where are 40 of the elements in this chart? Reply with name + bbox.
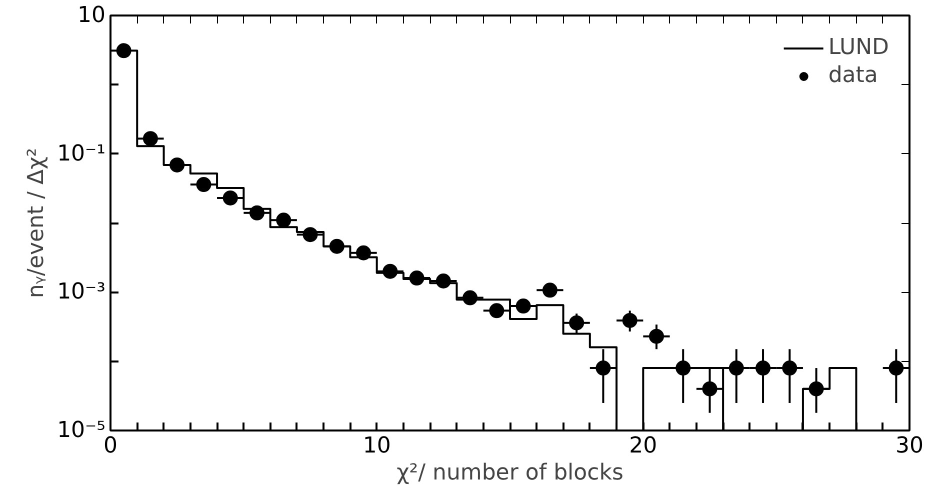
- y-tick-label: 10⁻⁵: [57, 418, 106, 443]
- point: [676, 360, 691, 376]
- legend-label: LUND: [828, 35, 889, 60]
- point: [648, 328, 664, 344]
- point: [249, 205, 264, 220]
- point: [622, 312, 638, 328]
- y-tick-label: 10⁻³: [57, 280, 106, 305]
- point: [516, 298, 531, 314]
- point: [382, 264, 398, 279]
- point: [170, 157, 185, 172]
- point: [116, 43, 132, 58]
- point: [702, 381, 718, 396]
- point: [142, 131, 158, 146]
- point: [196, 177, 212, 192]
- point: [888, 360, 904, 376]
- point: [489, 303, 504, 318]
- point: [356, 245, 372, 260]
- legend-label: data: [828, 63, 878, 88]
- point: [276, 212, 292, 228]
- y-tick-label: 10⁻¹: [57, 141, 106, 166]
- point: [222, 190, 238, 206]
- x-tick-label: 30: [896, 434, 924, 458]
- point: [462, 290, 478, 306]
- point: [596, 360, 611, 376]
- y-axis-title: nᵧ/event / Δχ²: [24, 148, 50, 298]
- point: [782, 360, 798, 376]
- y-tick-label: 10: [78, 3, 106, 28]
- point: [329, 238, 344, 254]
- point: [542, 282, 558, 298]
- point: [436, 274, 451, 288]
- point: [569, 315, 584, 330]
- point: [756, 360, 771, 376]
- x-tick-label: 0: [104, 434, 118, 458]
- point: [808, 381, 824, 396]
- x-axis-title: χ²/ number of blocks: [396, 460, 624, 486]
- point: [302, 227, 318, 242]
- x-tick-label: 10: [362, 434, 391, 458]
- point: [728, 360, 744, 376]
- x-tick-label: 20: [629, 434, 658, 458]
- point: [409, 270, 424, 286]
